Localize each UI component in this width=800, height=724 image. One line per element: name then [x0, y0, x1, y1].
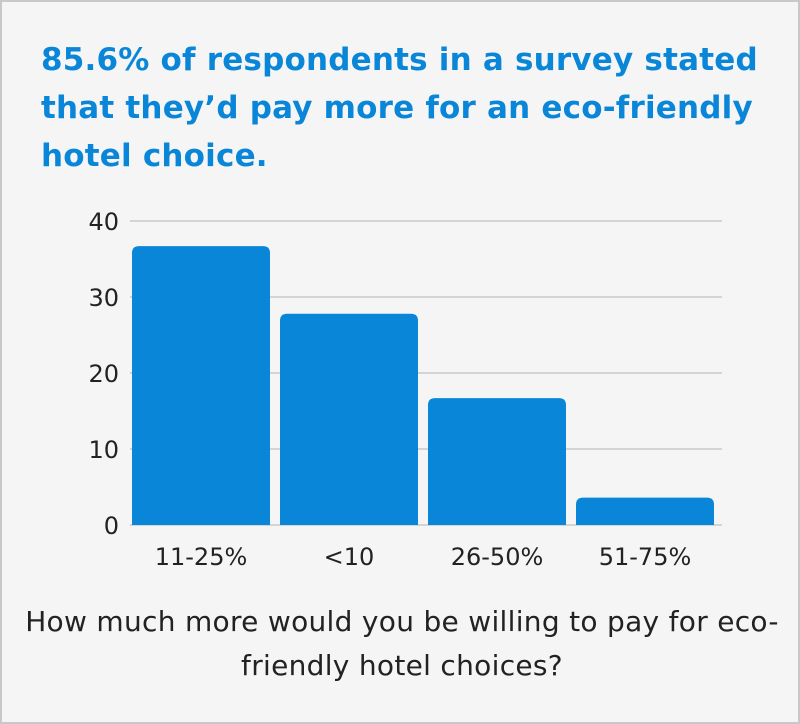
bar-1: [132, 246, 270, 525]
bar-2: [280, 313, 418, 525]
x-tick-label: 26-50%: [451, 543, 544, 571]
y-tick-label: 10: [88, 436, 119, 464]
y-tick-label: 40: [88, 208, 119, 236]
bar-4: [576, 497, 714, 525]
x-tick-label: 51-75%: [599, 543, 692, 571]
y-tick-label: 0: [104, 512, 119, 540]
y-tick-label: 20: [88, 360, 119, 388]
bar-3: [428, 398, 566, 525]
chart-title: 85.6% of respondents in a survey stated …: [41, 42, 758, 174]
x-axis-label: How much more would you be willing to pa…: [25, 605, 779, 682]
x-tick-label: 11-25%: [155, 543, 248, 571]
y-tick-label: 30: [88, 284, 119, 312]
x-tick-label: <10: [324, 543, 375, 571]
